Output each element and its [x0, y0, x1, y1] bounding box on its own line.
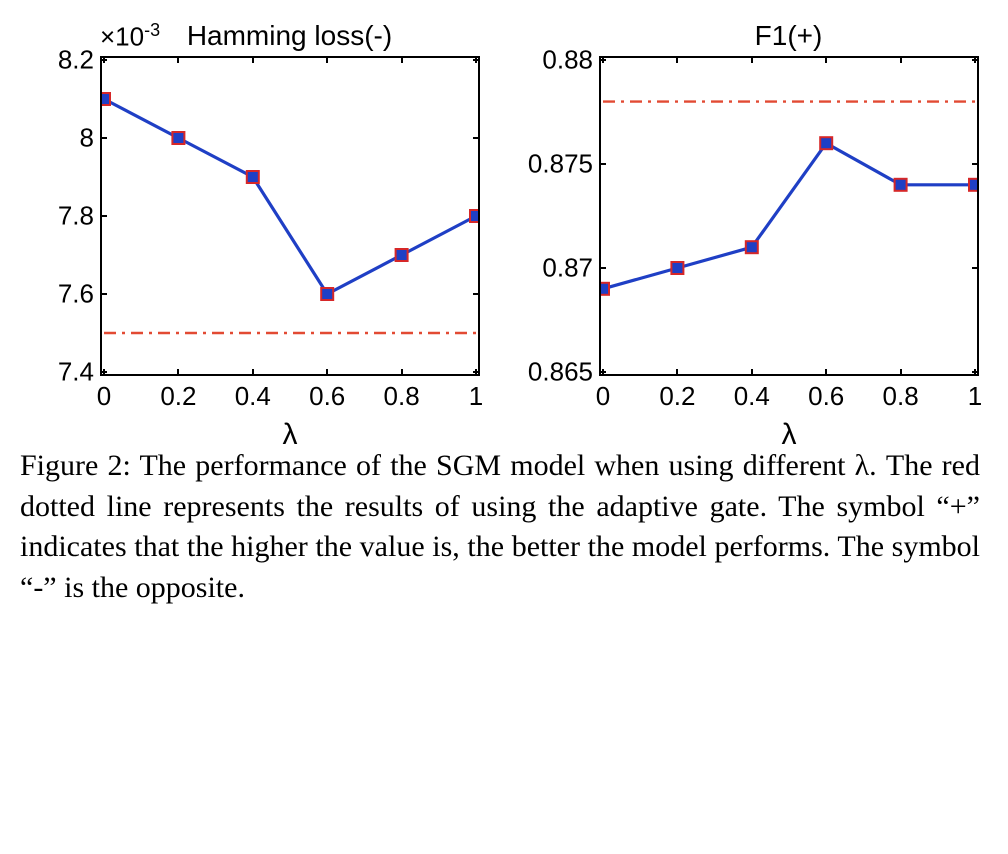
- data-marker: [601, 283, 609, 295]
- y-tick-label: 0.875: [527, 149, 593, 180]
- plot-area: λ 0.8650.870.8750.8800.20.40.60.81: [599, 56, 979, 376]
- data-marker: [671, 262, 683, 274]
- data-marker: [102, 93, 110, 105]
- x-tick-label: 0.8: [384, 381, 420, 412]
- y-tick-label: 0.88: [527, 45, 593, 76]
- data-marker: [247, 171, 259, 183]
- multiplier-exp: -3: [144, 20, 160, 40]
- data-marker: [321, 288, 333, 300]
- x-tick-label: 0: [596, 381, 610, 412]
- data-marker: [396, 249, 408, 261]
- x-tick-label: 1: [968, 381, 982, 412]
- chart-hamming: ×10-3 Hamming loss(-) λ 7.47.67.888.200.…: [20, 20, 489, 376]
- data-marker: [895, 179, 907, 191]
- x-tick-label: 0.6: [309, 381, 345, 412]
- y-tick-label: 0.87: [527, 253, 593, 284]
- multiplier-base: ×10: [100, 22, 144, 52]
- y-tick-label: 8.2: [28, 45, 94, 76]
- x-tick-label: 1: [469, 381, 483, 412]
- y-tick-label: 7.4: [28, 357, 94, 388]
- figure-container: ×10-3 Hamming loss(-) λ 7.47.67.888.200.…: [20, 20, 988, 608]
- data-line: [104, 99, 476, 294]
- chart-title: F1(+): [589, 20, 988, 52]
- y-tick-label: 7.6: [28, 279, 94, 310]
- figure-caption: Figure 2: The performance of the SGM mod…: [20, 446, 980, 608]
- plot-svg: [601, 58, 977, 374]
- x-tick-label: 0.2: [160, 381, 196, 412]
- x-tick-label: 0.6: [808, 381, 844, 412]
- x-tick-label: 0.2: [659, 381, 695, 412]
- data-marker: [746, 241, 758, 253]
- x-tick-label: 0.4: [235, 381, 271, 412]
- data-marker: [172, 132, 184, 144]
- plot-area: λ 7.47.67.888.200.20.40.60.81: [100, 56, 480, 376]
- charts-row: ×10-3 Hamming loss(-) λ 7.47.67.888.200.…: [20, 20, 988, 376]
- y-tick-label: 0.865: [527, 357, 593, 388]
- chart-f1: F1(+) λ 0.8650.870.8750.8800.20.40.60.81: [519, 20, 988, 376]
- data-marker: [470, 210, 478, 222]
- x-tick-label: 0.4: [734, 381, 770, 412]
- axis-multiplier: ×10-3: [100, 20, 160, 53]
- x-axis-label: λ: [283, 418, 298, 452]
- y-tick-label: 8: [28, 123, 94, 154]
- data-marker: [969, 179, 977, 191]
- data-marker: [820, 137, 832, 149]
- y-tick-label: 7.8: [28, 201, 94, 232]
- x-tick-label: 0.8: [883, 381, 919, 412]
- x-axis-label: λ: [782, 418, 797, 452]
- plot-svg: [102, 58, 478, 374]
- x-tick-label: 0: [97, 381, 111, 412]
- data-line: [603, 143, 975, 289]
